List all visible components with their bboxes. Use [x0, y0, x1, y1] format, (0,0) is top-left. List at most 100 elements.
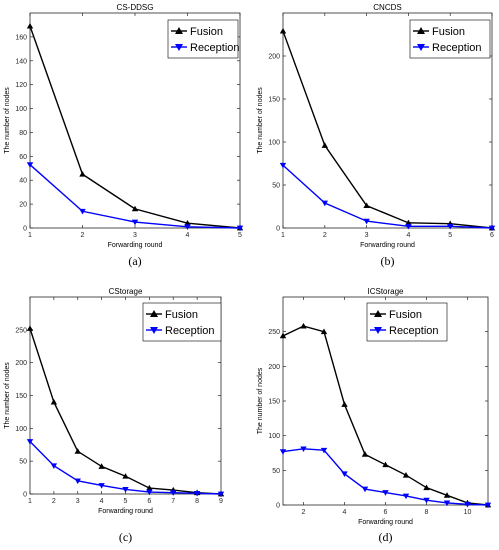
x-tick-label: 1	[28, 498, 32, 505]
y-axis-label: The number of nodes	[257, 367, 264, 434]
legend	[167, 19, 239, 59]
data-point-reception	[402, 493, 410, 500]
data-point-reception	[26, 439, 34, 445]
legend-label: Reception	[389, 325, 439, 337]
chart-title: ICStorage	[367, 287, 404, 296]
data-point-fusion	[74, 448, 81, 454]
series-line-fusion	[282, 30, 493, 229]
legend-marker	[374, 310, 382, 317]
data-point-reception	[300, 446, 307, 453]
chart-panel-3: CStorage 1 2 3 4 5 6 7 8 9 0 50 100 150 200 250 Forwardi…	[4, 287, 225, 544]
y-tick-label: 250	[268, 329, 280, 336]
data-point-reception	[184, 224, 191, 231]
chart-panel-2: CNCDS 1 2 3 4 5 6 0 50 100 150 200 Forwarding round T…	[257, 3, 496, 268]
x-tick-label: 5	[238, 232, 242, 239]
data-point-reception	[146, 489, 153, 496]
y-tick-label: 0	[276, 503, 280, 510]
data-point-reception	[341, 471, 348, 477]
x-tick-label: 10	[464, 509, 472, 516]
data-point-reception	[98, 483, 105, 489]
x-tick-label: 8	[195, 498, 199, 505]
y-tick-label: 140	[15, 58, 27, 65]
y-tick-label: 80	[19, 130, 27, 137]
y-tick-label: 200	[268, 54, 280, 61]
y-tick-label: 50	[19, 459, 27, 466]
chart-title: CNCDS	[373, 3, 401, 12]
data-point-fusion	[341, 401, 348, 407]
data-point-reception	[26, 162, 34, 168]
y-tick-label: 20	[19, 202, 27, 209]
data-point-fusion	[50, 398, 58, 405]
y-tick-label: 100	[268, 433, 280, 440]
x-tick-label: 3	[365, 232, 369, 239]
y-axis-label: The number of nodes	[257, 87, 264, 154]
data-point-reception	[321, 200, 328, 207]
y-tick-label: 100	[268, 140, 280, 147]
x-axis-label: Forwarding round	[108, 242, 163, 249]
y-tick-label: 200	[15, 360, 27, 367]
data-point-fusion	[405, 219, 412, 226]
x-tick-label: 3	[76, 498, 80, 505]
x-tick-label: 2	[52, 498, 56, 505]
legend-label: Fusion	[190, 26, 223, 38]
legend-marker	[374, 327, 382, 334]
legend	[366, 302, 448, 342]
y-tick-label: 150	[15, 393, 27, 400]
data-point-reception	[363, 218, 370, 225]
data-point-reception	[122, 487, 129, 493]
y-axis-label: The number of nodes	[4, 87, 11, 154]
legend	[409, 19, 491, 59]
legend-marker	[150, 310, 158, 317]
chart-title: CStorage	[109, 287, 143, 296]
data-point-fusion	[131, 205, 139, 212]
y-tick-label: 120	[15, 82, 27, 89]
y-tick-label: 100	[15, 106, 27, 113]
data-point-reception	[382, 490, 389, 496]
legend-label: Fusion	[165, 309, 198, 321]
y-tick-label: 200	[268, 364, 280, 371]
plot-area	[282, 12, 493, 229]
data-point-reception	[170, 490, 177, 496]
data-point-fusion	[423, 484, 430, 491]
x-tick-label: 8	[425, 509, 429, 516]
legend-marker	[417, 27, 425, 34]
x-tick-label: 2	[81, 232, 85, 239]
data-point-fusion	[279, 27, 287, 34]
data-point-reception	[488, 225, 496, 232]
y-tick-label: 0	[276, 226, 280, 233]
legend-marker	[417, 44, 425, 51]
x-tick-label: 4	[343, 509, 347, 516]
series-line-reception	[282, 164, 493, 229]
legend	[142, 302, 222, 342]
data-point-reception	[361, 486, 369, 493]
x-tick-label: 9	[219, 498, 223, 505]
data-point-fusion	[79, 171, 86, 177]
data-point-fusion	[402, 471, 410, 478]
y-tick-label: 40	[19, 178, 27, 185]
legend-label: Fusion	[389, 309, 422, 321]
data-point-reception	[279, 162, 287, 169]
x-tick-label: 4	[100, 498, 104, 505]
legend-marker	[175, 27, 183, 34]
legend-label: Reception	[432, 42, 482, 54]
y-tick-label: 50	[272, 183, 280, 190]
data-point-fusion	[443, 492, 451, 498]
y-tick-label: 150	[268, 97, 280, 104]
data-point-reception	[443, 500, 451, 507]
data-point-reception	[484, 502, 492, 509]
x-axis-label: Forwarding round	[360, 242, 415, 249]
x-tick-label: 4	[406, 232, 410, 239]
data-point-fusion	[98, 463, 105, 469]
data-point-reception	[447, 223, 454, 230]
x-tick-label: 1	[28, 232, 32, 239]
x-tick-label: 6	[147, 498, 151, 505]
series-line-reception	[282, 448, 489, 506]
data-point-reception	[217, 491, 225, 498]
data-point-reception	[131, 219, 139, 226]
y-tick-label: 0	[23, 226, 27, 233]
data-point-reception	[79, 208, 86, 215]
data-point-reception	[464, 501, 471, 508]
data-point-fusion	[300, 322, 307, 329]
data-point-fusion	[320, 328, 328, 335]
